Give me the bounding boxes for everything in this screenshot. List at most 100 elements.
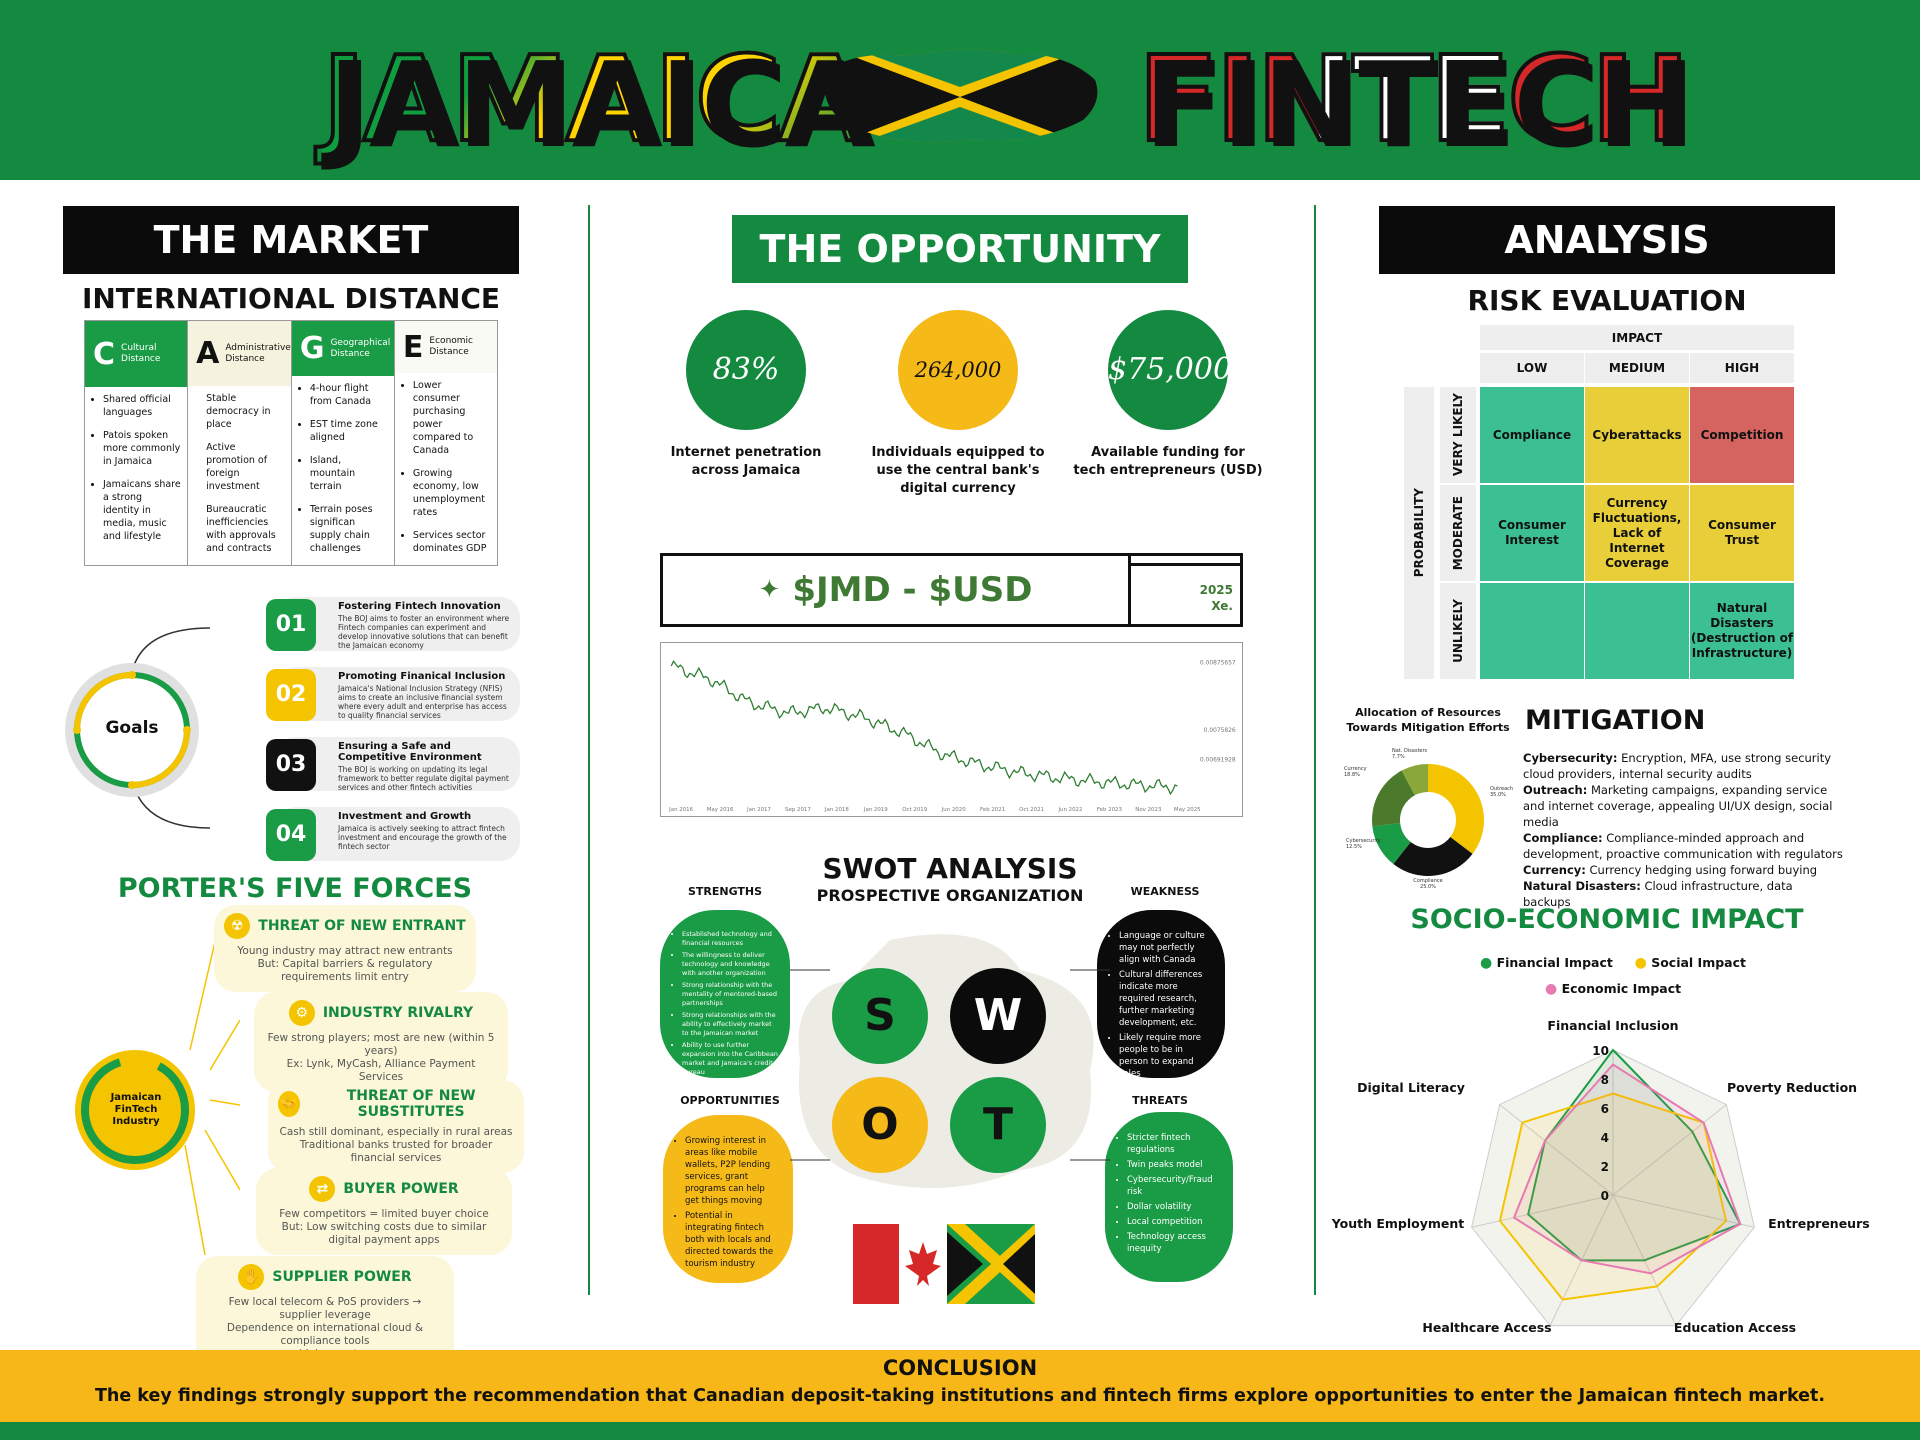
cage-heading: INTERNATIONAL DISTANCE <box>81 282 501 315</box>
goal-number: 04 <box>266 809 316 861</box>
probability-level: VERY LIKELY <box>1440 387 1476 483</box>
cage-label: Cultural Distance <box>121 343 161 364</box>
cage-bullet: EST time zone aligned <box>310 418 388 444</box>
stat-circle: 83% <box>686 310 806 430</box>
fx-pair-label: $JMD - $USD <box>792 570 1033 610</box>
donut-slice <box>1401 764 1428 796</box>
cage-bullet: Shared official languages <box>103 393 181 419</box>
porter-force-card: ⇄ BUYER POWER Few competitors = limited bu… <box>256 1168 512 1255</box>
radar-axis-label: Healthcare Access <box>1422 1320 1551 1335</box>
cage-column-header: C Cultural Distance <box>85 321 188 387</box>
goal-item: Ensuring a Safe and Competitive Environm… <box>266 737 526 793</box>
porter-force-name: THREAT OF NEW ENTRANT <box>258 918 466 934</box>
cage-bullet: Lower consumer purchasing power compared… <box>413 379 491 457</box>
swot-item: Growing interest in areas like mobile wa… <box>685 1135 781 1207</box>
porter-force-name: SUPPLIER POWER <box>272 1269 412 1285</box>
risk-cell: Competition <box>1690 387 1794 483</box>
goal-box: Ensuring a Safe and Competitive Environm… <box>276 737 520 792</box>
goals-center-label: Goals <box>105 718 159 738</box>
cage-letter: A <box>196 336 220 371</box>
swot-weakness-list: Language or culture may not perfectly al… <box>1109 930 1213 1080</box>
socio-heading: SOCIO-ECONOMIC IMPACT <box>1410 904 1804 935</box>
goal-description: The BOJ is working on updating its legal… <box>338 765 509 792</box>
radiation-icon: ☢ <box>224 913 251 939</box>
exchange-icon: ⇄ <box>309 1176 336 1202</box>
column-divider <box>588 205 590 1295</box>
radar-tick: 4 <box>1601 1131 1609 1145</box>
swot-item: Likely require more people to be in pers… <box>1119 1032 1213 1080</box>
radar-spoke <box>1471 1194 1614 1228</box>
mitigation-item: Compliance: Compliance-minded approach a… <box>1523 830 1843 862</box>
risk-cell: Compliance <box>1480 387 1584 483</box>
legend-dot-economic: ● <box>1545 981 1558 997</box>
cage-bullet: 4-hour flight from Canada <box>310 382 388 408</box>
fx-x-tick: May 2016 <box>707 807 734 813</box>
goal-box: Promoting Finanical Inclusion Jamaica's N… <box>276 667 520 721</box>
section-heading-opportunity: THE OPPORTUNITY <box>732 215 1188 283</box>
swot-opportunities-pill: Growing interest in areas like mobile wa… <box>663 1115 793 1283</box>
cage-bullets: 4-hour flight from Canada EST time zone a… <box>292 376 394 565</box>
goal-title: Fostering Fintech Innovation <box>338 601 501 612</box>
donut-slice-value: 25.0% <box>1420 884 1436 890</box>
cage-bullet: Patois spoken more commonly in Jamaica <box>103 429 181 468</box>
radar-axis-label: Youth Employment <box>1331 1216 1465 1231</box>
donut-slice-value: 12.5% <box>1346 844 1362 850</box>
impact-level: HIGH <box>1690 353 1794 383</box>
swot-center-graphic <box>790 934 1110 1188</box>
radar-axis-label: Financial Inclusion <box>1547 1018 1678 1033</box>
legend-dot-social: ● <box>1634 955 1647 971</box>
radar-legend: ● Financial Impact ● Social Impact ● Eco… <box>1480 955 1780 997</box>
mitigation-key: Natural Disasters: <box>1523 879 1641 893</box>
mitigation-item: Cybersecurity: Encryption, MFA, use stro… <box>1523 750 1843 782</box>
mitigation-key: Cybersecurity: <box>1523 751 1618 765</box>
swot-t-circle: T <box>950 1077 1046 1173</box>
porter-force-title: ☢ THREAT OF NEW ENTRANT <box>224 913 466 939</box>
stat-circle: 264,000 <box>898 310 1018 430</box>
swot-subheading: PROSPECTIVE ORGANIZATION <box>816 886 1084 905</box>
swot-item: The willingness to deliver technology an… <box>682 951 778 978</box>
conclusion-banner: CONCLUSION The key findings strongly sup… <box>0 1350 1920 1422</box>
swot-heading: SWOT ANALYSIS <box>822 852 1078 885</box>
footer-strip <box>0 1422 1920 1440</box>
goal-description: Jamaica's National Inclusion Strategy (N… <box>338 684 507 720</box>
stat-label: Individuals equipped to use the central … <box>871 445 1045 496</box>
fx-series-line <box>670 659 1178 796</box>
risk-cell <box>1585 583 1689 679</box>
goal-description: Jamaica is actively seeking to attract f… <box>338 824 507 851</box>
probability-axis: PROBABILITY <box>1404 387 1434 679</box>
swot-item: Stricter fintech regulations <box>1127 1132 1221 1156</box>
swot-threats-label: THREATS <box>1132 1094 1188 1107</box>
swot-opportunities-label: OPPORTUNITIES <box>680 1094 780 1107</box>
radar-axis-label: Poverty Reduction <box>1727 1080 1857 1095</box>
swot-threats-pill: Stricter fintech regulations Twin peaks m… <box>1105 1112 1233 1282</box>
cage-label: Geographical Distance <box>330 337 391 359</box>
impact-axis-label: IMPACT <box>1480 325 1794 350</box>
swot-item: Ability to use further expansion into th… <box>682 1041 778 1077</box>
impact-level: LOW <box>1480 353 1584 383</box>
stat-label: Available funding for tech entrepreneurs… <box>1073 445 1263 478</box>
fx-source: 2025 Xe. <box>1143 582 1233 614</box>
mitigation-key: Outreach: <box>1523 783 1588 797</box>
radar-spoke <box>1612 1194 1755 1228</box>
fx-x-tick: Oct 2019 <box>902 807 927 813</box>
fx-x-tick: Jan 2017 <box>746 807 771 813</box>
donut-slice-label: Outreach <box>1490 786 1513 792</box>
swot-o-circle: O <box>832 1077 928 1173</box>
goal-box: Investment and Growth Jamaica is actively… <box>276 807 520 861</box>
radar-tick: 6 <box>1601 1102 1609 1116</box>
donut-slice-value: 18.8% <box>1344 772 1360 778</box>
goal-box: Fostering Fintech Innovation The BOJ aims… <box>276 597 520 651</box>
fx-x-tick: Oct 2021 <box>1019 807 1044 813</box>
legend-social: Social Impact <box>1651 955 1747 970</box>
porter-force-name: BUYER POWER <box>343 1181 459 1197</box>
goal-item: Fostering Fintech Innovation The BOJ aims… <box>266 597 526 653</box>
donut-slice <box>1428 764 1484 854</box>
donut-slice <box>1372 770 1415 827</box>
mitigation-value: Currency hedging using forward buying <box>1585 863 1818 877</box>
fx-x-tick: Nov 2023 <box>1135 807 1162 813</box>
risk-cell: Consumer Trust <box>1690 485 1794 581</box>
porter-force-card: ☢ THREAT OF NEW ENTRANT Young industry may… <box>214 905 476 992</box>
